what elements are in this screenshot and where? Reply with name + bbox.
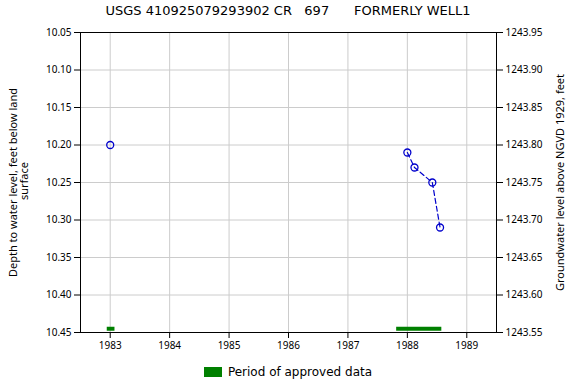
svg-text:10.25: 10.25 (46, 175, 72, 189)
svg-text:1987: 1987 (336, 338, 359, 352)
svg-text:1989: 1989 (455, 338, 478, 352)
svg-text:10.45: 10.45 (46, 325, 72, 339)
svg-text:1983: 1983 (99, 338, 122, 352)
svg-text:10.05: 10.05 (46, 25, 72, 39)
svg-text:10.15: 10.15 (46, 100, 72, 114)
svg-text:1986: 1986 (277, 338, 300, 352)
svg-text:1243.75: 1243.75 (506, 175, 543, 189)
svg-text:10.30: 10.30 (46, 212, 72, 226)
html-text:Period of approved data: Period of approved data (227, 365, 373, 379)
svg-text:Depth to water level, feet bel: Depth to water level, feet below land su… (5, 88, 31, 277)
svg-text:1988: 1988 (396, 338, 419, 352)
html-text:USGS 410925079293902 CR 697 FO: USGS 410925079293902 CR 697 FORMERLY WEL… (105, 3, 471, 18)
svg-text:1243.60: 1243.60 (506, 287, 543, 301)
svg-text:1243.95: 1243.95 (506, 25, 543, 39)
svg-text:10.10: 10.10 (46, 62, 72, 76)
svg-text:1243.85: 1243.85 (506, 100, 543, 114)
svg-text:1985: 1985 (218, 338, 241, 352)
svg-text:1243.70: 1243.70 (506, 212, 543, 226)
svg-text:1243.80: 1243.80 (506, 137, 543, 151)
svg-text:10.40: 10.40 (46, 287, 72, 301)
svg-text:1243.90: 1243.90 (506, 62, 543, 76)
svg-text:1243.65: 1243.65 (506, 250, 543, 264)
svg-text:10.20: 10.20 (46, 137, 72, 151)
svg-text:Groundwater level above NGVD 1: Groundwater level above NGVD 1929, feet (552, 74, 567, 291)
svg-text:10.35: 10.35 (46, 250, 72, 264)
svg-text:1243.55: 1243.55 (506, 325, 543, 339)
svg-text:1984: 1984 (158, 338, 181, 352)
